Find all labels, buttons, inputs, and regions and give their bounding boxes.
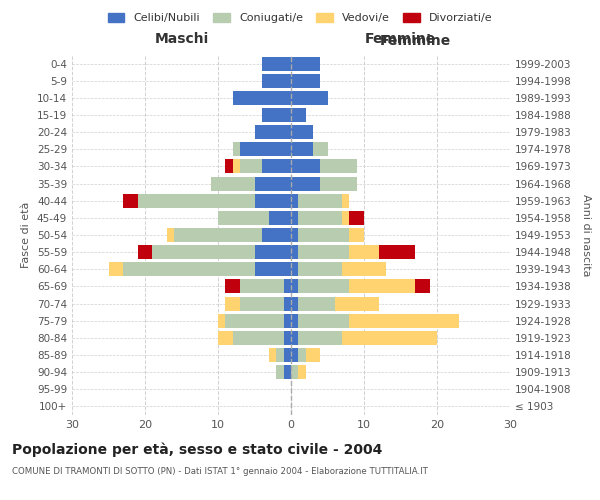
Bar xyxy=(277,348,284,362)
Bar xyxy=(415,280,430,293)
Bar xyxy=(291,74,320,88)
Bar xyxy=(298,331,342,345)
Bar xyxy=(298,262,342,276)
Bar xyxy=(298,348,305,362)
Bar xyxy=(254,125,291,139)
Bar xyxy=(291,228,298,242)
Bar xyxy=(291,194,298,207)
Bar xyxy=(298,211,342,225)
Bar xyxy=(379,245,415,259)
Bar xyxy=(291,108,305,122)
Bar xyxy=(349,228,364,242)
Bar xyxy=(233,160,240,173)
Bar xyxy=(226,296,240,310)
Bar xyxy=(109,262,123,276)
Bar xyxy=(240,160,262,173)
Bar xyxy=(291,125,313,139)
Bar xyxy=(233,142,240,156)
Bar xyxy=(342,262,386,276)
Bar xyxy=(349,211,364,225)
Bar xyxy=(262,160,291,173)
Bar xyxy=(152,245,254,259)
Bar xyxy=(284,280,291,293)
Y-axis label: Fasce di età: Fasce di età xyxy=(22,202,31,268)
Bar xyxy=(284,296,291,310)
Bar xyxy=(284,331,291,345)
Bar xyxy=(226,280,240,293)
Bar xyxy=(254,194,291,207)
Bar xyxy=(240,142,291,156)
Bar xyxy=(291,280,298,293)
Bar xyxy=(284,314,291,328)
Bar xyxy=(349,280,415,293)
Bar xyxy=(320,160,356,173)
Bar xyxy=(291,314,298,328)
Bar xyxy=(123,262,254,276)
Bar xyxy=(291,245,298,259)
Bar xyxy=(298,314,349,328)
Bar xyxy=(226,160,233,173)
Bar xyxy=(298,194,342,207)
Bar xyxy=(298,228,349,242)
Bar xyxy=(349,314,459,328)
Text: COMUNE DI TRAMONTI DI SOTTO (PN) - Dati ISTAT 1° gennaio 2004 - Elaborazione TUT: COMUNE DI TRAMONTI DI SOTTO (PN) - Dati … xyxy=(12,468,428,476)
Bar xyxy=(167,228,174,242)
Bar xyxy=(284,365,291,379)
Bar xyxy=(291,176,320,190)
Bar xyxy=(349,245,379,259)
Bar xyxy=(218,331,233,345)
Bar xyxy=(342,331,437,345)
Bar xyxy=(313,142,328,156)
Bar xyxy=(291,331,298,345)
Bar xyxy=(254,176,291,190)
Bar xyxy=(291,211,298,225)
Bar xyxy=(298,245,349,259)
Bar xyxy=(211,176,254,190)
Bar xyxy=(240,280,284,293)
Bar xyxy=(291,56,320,70)
Bar xyxy=(335,296,379,310)
Bar xyxy=(233,331,284,345)
Text: Femmine: Femmine xyxy=(365,32,436,46)
Bar xyxy=(262,74,291,88)
Y-axis label: Anni di nascita: Anni di nascita xyxy=(581,194,591,276)
Text: Maschi: Maschi xyxy=(154,32,209,46)
Bar xyxy=(138,245,152,259)
Bar xyxy=(138,194,254,207)
Bar xyxy=(240,296,284,310)
Bar xyxy=(305,348,320,362)
Legend: Celibi/Nubili, Coniugati/e, Vedovi/e, Divorziati/e: Celibi/Nubili, Coniugati/e, Vedovi/e, Di… xyxy=(103,8,497,28)
Bar xyxy=(262,108,291,122)
Bar xyxy=(291,365,298,379)
Bar xyxy=(254,245,291,259)
Bar xyxy=(262,56,291,70)
Bar xyxy=(233,91,291,105)
Bar xyxy=(291,348,298,362)
Bar xyxy=(291,91,328,105)
Bar xyxy=(291,160,320,173)
Bar xyxy=(123,194,138,207)
Bar xyxy=(342,194,349,207)
Bar xyxy=(218,211,269,225)
Bar xyxy=(291,142,313,156)
Bar xyxy=(298,280,349,293)
Bar xyxy=(342,211,349,225)
Bar xyxy=(262,228,291,242)
Bar xyxy=(298,296,335,310)
Bar xyxy=(218,314,226,328)
Bar xyxy=(226,314,284,328)
Bar xyxy=(284,348,291,362)
Text: Femmine: Femmine xyxy=(380,34,451,48)
Bar xyxy=(320,176,356,190)
Bar xyxy=(298,365,305,379)
Bar xyxy=(269,211,291,225)
Bar xyxy=(291,262,298,276)
Bar xyxy=(269,348,277,362)
Bar xyxy=(254,262,291,276)
Text: Popolazione per età, sesso e stato civile - 2004: Popolazione per età, sesso e stato civil… xyxy=(12,442,382,457)
Bar xyxy=(277,365,284,379)
Bar xyxy=(291,296,298,310)
Bar xyxy=(174,228,262,242)
